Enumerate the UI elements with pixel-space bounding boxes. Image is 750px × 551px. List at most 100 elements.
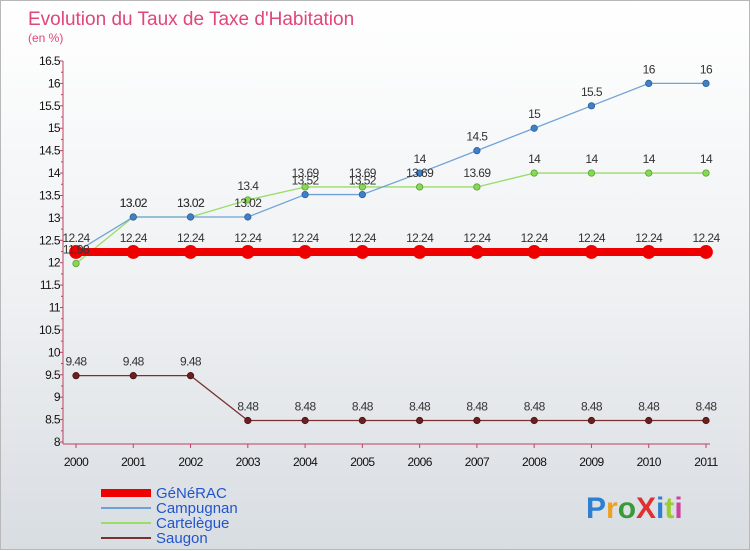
proxiti-logo: ProXiti	[586, 492, 683, 525]
y-tick-label: 12.5	[39, 233, 61, 247]
data-point	[301, 183, 309, 191]
y-tick-label: 14.5	[39, 144, 61, 158]
data-point	[301, 416, 309, 425]
series-line-3	[76, 375, 706, 422]
chart-subtitle: (en %)	[28, 31, 63, 45]
data-label: 8.48	[466, 399, 488, 413]
data-label: 13.69	[292, 166, 320, 180]
data-label: 13.52	[349, 174, 377, 188]
data-point	[355, 245, 370, 259]
data-label: 12.24	[635, 231, 663, 245]
data-label: 14	[528, 152, 541, 166]
y-tick-label: 10.5	[39, 323, 61, 337]
data-point	[645, 416, 653, 425]
data-point	[298, 245, 312, 259]
data-point	[641, 245, 656, 259]
x-tick-label: 2002	[178, 455, 203, 469]
data-label: 12.24	[578, 231, 606, 245]
data-label: 16	[643, 62, 656, 76]
y-tick-label: 11.5	[40, 278, 61, 292]
data-point	[72, 260, 80, 268]
y-tick-label: 8.5	[45, 413, 61, 427]
x-tick-label: 2003	[236, 455, 261, 469]
y-tick-label: 15	[48, 121, 61, 135]
logo-letter: i	[656, 492, 664, 525]
y-tick-label: 8	[54, 435, 61, 449]
data-label: 12.24	[234, 231, 262, 245]
x-tick-label: 2001	[121, 455, 146, 469]
data-label: 8.48	[352, 399, 374, 413]
logo-letter: t	[664, 492, 674, 525]
y-tick-label: 10	[48, 345, 61, 359]
legend-entry: Saugon	[156, 530, 208, 547]
chart-title: Evolution du Taux de Taxe d'Habitation	[28, 9, 354, 30]
data-point	[358, 416, 366, 425]
data-point	[473, 147, 481, 155]
data-label: 13.4	[237, 179, 259, 193]
data-label: 9.48	[66, 355, 88, 369]
data-label: 8.48	[696, 399, 718, 413]
data-label: 12.24	[521, 231, 549, 245]
data-label: 13.52	[292, 174, 320, 188]
data-point	[186, 372, 195, 380]
y-tick-label: 15.5	[39, 99, 61, 113]
legend-entry: Cartelègue	[156, 515, 229, 532]
series-line-1	[75, 82, 706, 253]
data-label: 13.02	[120, 196, 148, 210]
logo-letter: i	[674, 492, 682, 525]
data-label: 12.24	[120, 231, 148, 245]
x-tick-label: 2009	[579, 455, 604, 469]
data-point	[244, 416, 252, 425]
data-point	[527, 245, 542, 259]
x-tick-label: 2011	[694, 455, 718, 469]
series-layer	[69, 79, 713, 425]
data-point	[473, 183, 481, 191]
data-point	[358, 183, 366, 191]
data-label: 13.69	[463, 166, 491, 180]
data-point	[530, 124, 538, 132]
y-tick-label: 12	[48, 256, 61, 270]
data-labels: 12.24 12.24 12.24 12.24 12.24 12.24 12.24 12.24…	[62, 62, 721, 413]
data-point	[416, 416, 424, 425]
axes: 8 8.5 9 9.5 10 10.5 11 11.5 12 12.5 13 13.5 14 14.5 15…	[39, 54, 719, 469]
x-tick-label: 2007	[465, 455, 490, 469]
data-point	[244, 196, 252, 204]
data-label: 11.98	[63, 243, 90, 257]
data-point	[416, 169, 424, 177]
data-point	[702, 169, 710, 177]
data-label: 12.24	[349, 231, 377, 245]
data-label: 12.24	[177, 231, 205, 245]
data-point	[126, 245, 141, 259]
x-tick-label: 2000	[64, 455, 89, 469]
y-tick-label: 11	[49, 301, 61, 315]
x-tick-label: 2006	[407, 455, 432, 469]
data-label: 14.5	[466, 130, 488, 144]
data-label: 16	[700, 62, 713, 76]
data-point	[470, 245, 484, 259]
data-label: 8.48	[524, 399, 546, 413]
y-tick-label: 16.5	[39, 54, 61, 68]
logo-letter: X	[636, 492, 656, 525]
logo-letter: o	[618, 492, 636, 525]
data-point	[702, 79, 710, 88]
data-label: 8.48	[295, 399, 317, 413]
data-point	[587, 102, 596, 110]
logo-text: ProXiti	[586, 492, 683, 525]
data-label: 8.48	[409, 399, 431, 413]
y-tick-label: 9	[54, 390, 61, 404]
y-tick-label: 13	[48, 211, 61, 225]
y-tick-label: 9.5	[45, 368, 61, 382]
data-label: 12.24	[463, 231, 491, 245]
data-label: 8.48	[581, 399, 603, 413]
data-label: 14	[643, 152, 656, 166]
data-label: 12.24	[692, 231, 720, 245]
data-point	[412, 245, 427, 259]
x-tick-label: 2004	[293, 455, 318, 469]
data-point	[69, 245, 83, 259]
data-point	[301, 190, 309, 199]
y-tick-label: 14	[48, 166, 61, 180]
data-point	[530, 169, 538, 177]
data-label: 9.48	[123, 355, 145, 369]
